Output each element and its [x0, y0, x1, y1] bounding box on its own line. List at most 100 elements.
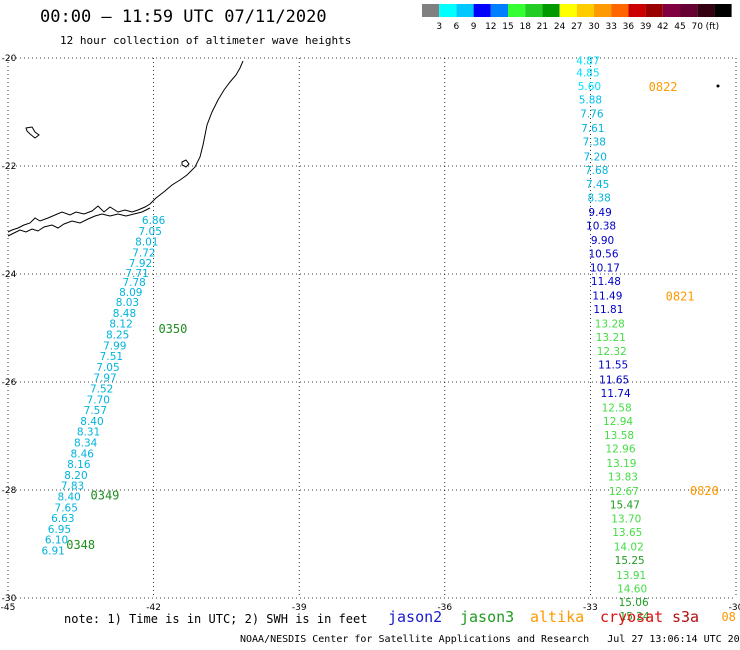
scale-label: 45 — [674, 22, 685, 32]
scale-swatch — [714, 4, 732, 17]
swh-point-label: 5.60 — [578, 81, 601, 93]
page-subtitle: 12 hour collection of altimeter wave hei… — [60, 34, 352, 47]
y-tick-label: -22 — [2, 162, 17, 172]
swh-point-label: 7.05 — [139, 226, 162, 238]
swh-point-label: 9.49 — [588, 207, 611, 219]
scale-label: 39 — [640, 22, 652, 32]
scale-swatch — [508, 4, 526, 17]
swh-point-label: 10.38 — [586, 220, 616, 232]
data-marks: 6.867.058.017.727.927.717.788.098.038.48… — [41, 56, 735, 624]
island-path — [25, 126, 40, 139]
swh-point-label: 7.71 — [125, 268, 148, 280]
coastline-path — [7, 207, 151, 237]
scale-swatch — [628, 4, 646, 17]
swh-point-label: 8.25 — [106, 329, 129, 341]
swh-point-label: 7.38 — [583, 137, 606, 149]
scale-swatch — [525, 4, 543, 17]
swh-point-label: 7.68 — [585, 165, 608, 177]
legend-altika: altika — [530, 608, 585, 626]
swh-point-label: 7.20 — [584, 151, 607, 163]
swh-point-label: 8.34 — [74, 437, 98, 449]
axis-labels: -45 -42 -39 -36 -33 -30 -20 -22 -24 -26 -28 -30 — [1, 54, 740, 613]
swh-point-label: 6.63 — [51, 513, 74, 525]
swh-point-label: 14.02 — [614, 542, 644, 554]
swh-point-label: 7.57 — [84, 405, 107, 417]
swh-point-label: 12.94 — [603, 416, 633, 428]
legend-jason2: jason2 — [388, 608, 443, 626]
scale-swatch — [490, 4, 508, 17]
swh-point-label: 8.48 — [113, 308, 136, 320]
x-tick-label: -45 — [1, 603, 16, 613]
swh-point-label: 4.87 — [576, 56, 599, 68]
swh-point-label: 9.90 — [591, 235, 614, 247]
scale-swatch — [542, 4, 560, 17]
swh-point-label: 11.65 — [599, 374, 629, 386]
swh-point-label: 8.09 — [119, 287, 142, 299]
credit-text: NOAA/NESDIS Center for Satellite Applica… — [240, 634, 740, 645]
swh-point-label: 11.55 — [598, 360, 628, 372]
swh-point-label: 11.48 — [591, 276, 621, 288]
scale-label: 42 — [657, 22, 668, 32]
x-tick-label: -33 — [583, 603, 598, 613]
swh-point-label: 8.01 — [135, 237, 158, 249]
swh-point-label: 8.46 — [71, 448, 95, 460]
swh-point-label: 8.20 — [64, 470, 87, 482]
scale-label: 70 — [691, 22, 703, 32]
scale-swatch — [473, 4, 491, 17]
swh-point-label: 7.78 — [122, 277, 145, 289]
swh-point-label: 15.25 — [615, 555, 645, 567]
swh-point-label: 6.91 — [41, 545, 64, 557]
swh-point-label: 13.21 — [596, 332, 626, 344]
legend-cryosat: cryosat — [600, 608, 664, 626]
swh-point-label: 7.83 — [61, 481, 84, 493]
swh-point-label: 7.61 — [581, 123, 604, 135]
y-tick-label: -30 — [2, 594, 17, 604]
scale-swatch — [456, 4, 474, 17]
swh-point-label: 15.24 — [620, 611, 650, 623]
swh-point-label: 8.12 — [109, 319, 132, 331]
swh-point-label: 13.70 — [611, 514, 641, 526]
swh-point-label: 8.31 — [77, 427, 100, 439]
swh-point-label: 10.56 — [588, 248, 618, 260]
scale-swatch — [680, 4, 698, 17]
swh-point-label: 8.38 — [587, 192, 610, 204]
coastline — [7, 60, 720, 237]
swh-point-label: 11.81 — [593, 304, 623, 316]
swh-point-label: 14.60 — [617, 583, 647, 595]
swh-point-label: 6.86 — [142, 215, 166, 227]
scale-label: 33 — [605, 22, 616, 32]
swh-point-label: 7.97 — [93, 373, 116, 385]
swh-point-label: 7.65 — [55, 502, 78, 514]
scale-label: 3 — [436, 22, 442, 32]
scale-swatch — [576, 4, 594, 17]
swh-point-label: 8.16 — [67, 459, 91, 471]
scale-swatch — [594, 4, 612, 17]
y-tick-label: -24 — [2, 270, 17, 280]
swh-point-label: 13.65 — [612, 527, 642, 539]
scale-label: 9 — [471, 22, 477, 32]
scale-label: (ft) — [706, 22, 720, 32]
time-label: 0348 — [66, 538, 95, 552]
swh-point-label: 5.88 — [579, 95, 602, 107]
swh-point-label: 12.58 — [602, 402, 632, 414]
swh-point-label: 7.99 — [103, 340, 126, 352]
time-label: 0820 — [690, 484, 719, 498]
swh-point-label: 12.67 — [609, 486, 639, 498]
coastline-path — [7, 60, 244, 233]
swh-point-label: 13.58 — [604, 430, 634, 442]
swh-point-label: 7.51 — [100, 351, 123, 363]
y-tick-label: -28 — [2, 486, 17, 496]
scale-label: 6 — [454, 22, 460, 32]
island-path — [181, 159, 190, 168]
scale-label: 24 — [554, 22, 566, 32]
swh-point-label: 13.91 — [616, 570, 646, 582]
legend-jason3: jason3 — [460, 608, 515, 626]
swh-point-label: 11.74 — [601, 388, 631, 400]
scale-label: 27 — [571, 22, 582, 32]
scale-swatch — [559, 4, 577, 17]
scale-swatch — [645, 4, 663, 17]
scale-swatch — [662, 4, 680, 17]
page-title: 00:00 — 11:59 UTC 07/11/2020 — [40, 7, 327, 27]
legend-s3a: s3a — [672, 608, 700, 626]
swh-point-label: 8.40 — [80, 416, 103, 428]
